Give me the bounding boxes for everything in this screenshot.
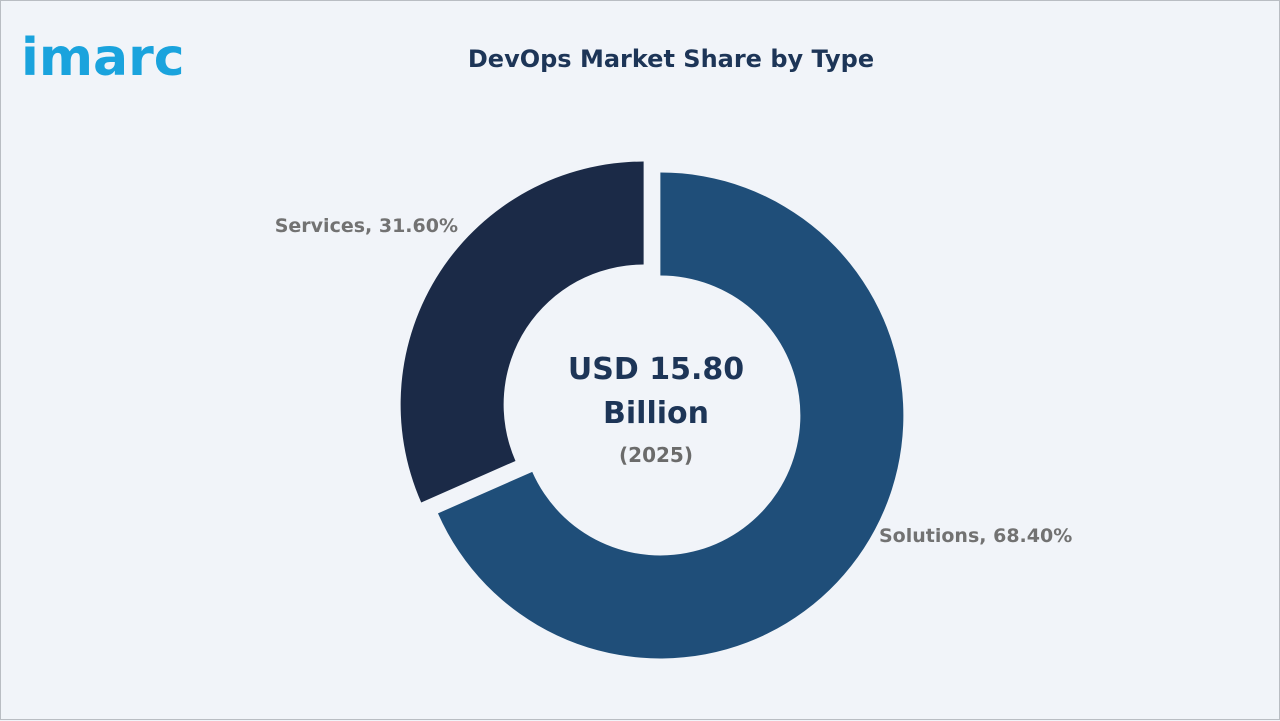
slices-layer [400,161,904,659]
logo-text: imarc [21,28,185,83]
slice-services [400,161,644,503]
imarc-logo: imarc [21,28,185,83]
slice-solutions [437,172,904,659]
center-value-line2: Billion [603,396,709,431]
center-year: (2025) [619,443,693,467]
center-value-line1: USD 15.80 [568,352,744,387]
slice-label-solutions: Solutions, 68.40% [879,525,1072,547]
chart-title: DevOps Market Share by Type [467,45,875,73]
slice-label-services: Services, 31.60% [275,215,458,237]
labels-layer: Solutions, 68.40% Services, 31.60% [275,215,1073,547]
